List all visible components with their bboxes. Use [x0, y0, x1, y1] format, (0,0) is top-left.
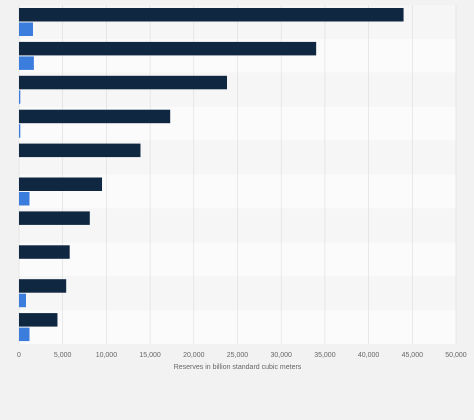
x-tick-label: 35,000	[314, 352, 336, 359]
x-axis-title: Reserves in billion standard cubic meter…	[174, 364, 302, 371]
bar	[19, 211, 90, 225]
x-tick-label: 45,000	[402, 352, 424, 359]
bar	[19, 90, 21, 104]
bar	[19, 143, 141, 158]
bar	[19, 75, 228, 90]
bar	[19, 56, 34, 70]
bar	[19, 109, 171, 124]
bar	[19, 22, 33, 36]
bar	[19, 192, 30, 206]
bar	[19, 327, 30, 342]
bar	[19, 177, 103, 191]
bar	[19, 8, 404, 22]
x-tick-label: 25,000	[227, 352, 249, 359]
bar	[19, 313, 58, 327]
x-axis-ticks: 0 5,000 10,000 15,000 20,000 25,000 30,000 35,0…	[17, 352, 467, 359]
bar	[19, 41, 317, 56]
bars	[19, 8, 404, 342]
x-tick-label: 20,000	[183, 352, 205, 359]
bar	[19, 279, 67, 293]
bar	[19, 124, 21, 138]
x-tick-label: 30,000	[270, 352, 292, 359]
x-tick-label: 0	[17, 352, 21, 359]
x-tick-label: 5,000	[54, 352, 72, 359]
bar	[19, 293, 26, 308]
bar	[19, 245, 70, 259]
x-tick-label: 10,000	[96, 352, 118, 359]
x-tick-label: 50,000	[445, 352, 467, 359]
x-tick-label: 15,000	[139, 352, 161, 359]
x-tick-label: 40,000	[358, 352, 380, 359]
